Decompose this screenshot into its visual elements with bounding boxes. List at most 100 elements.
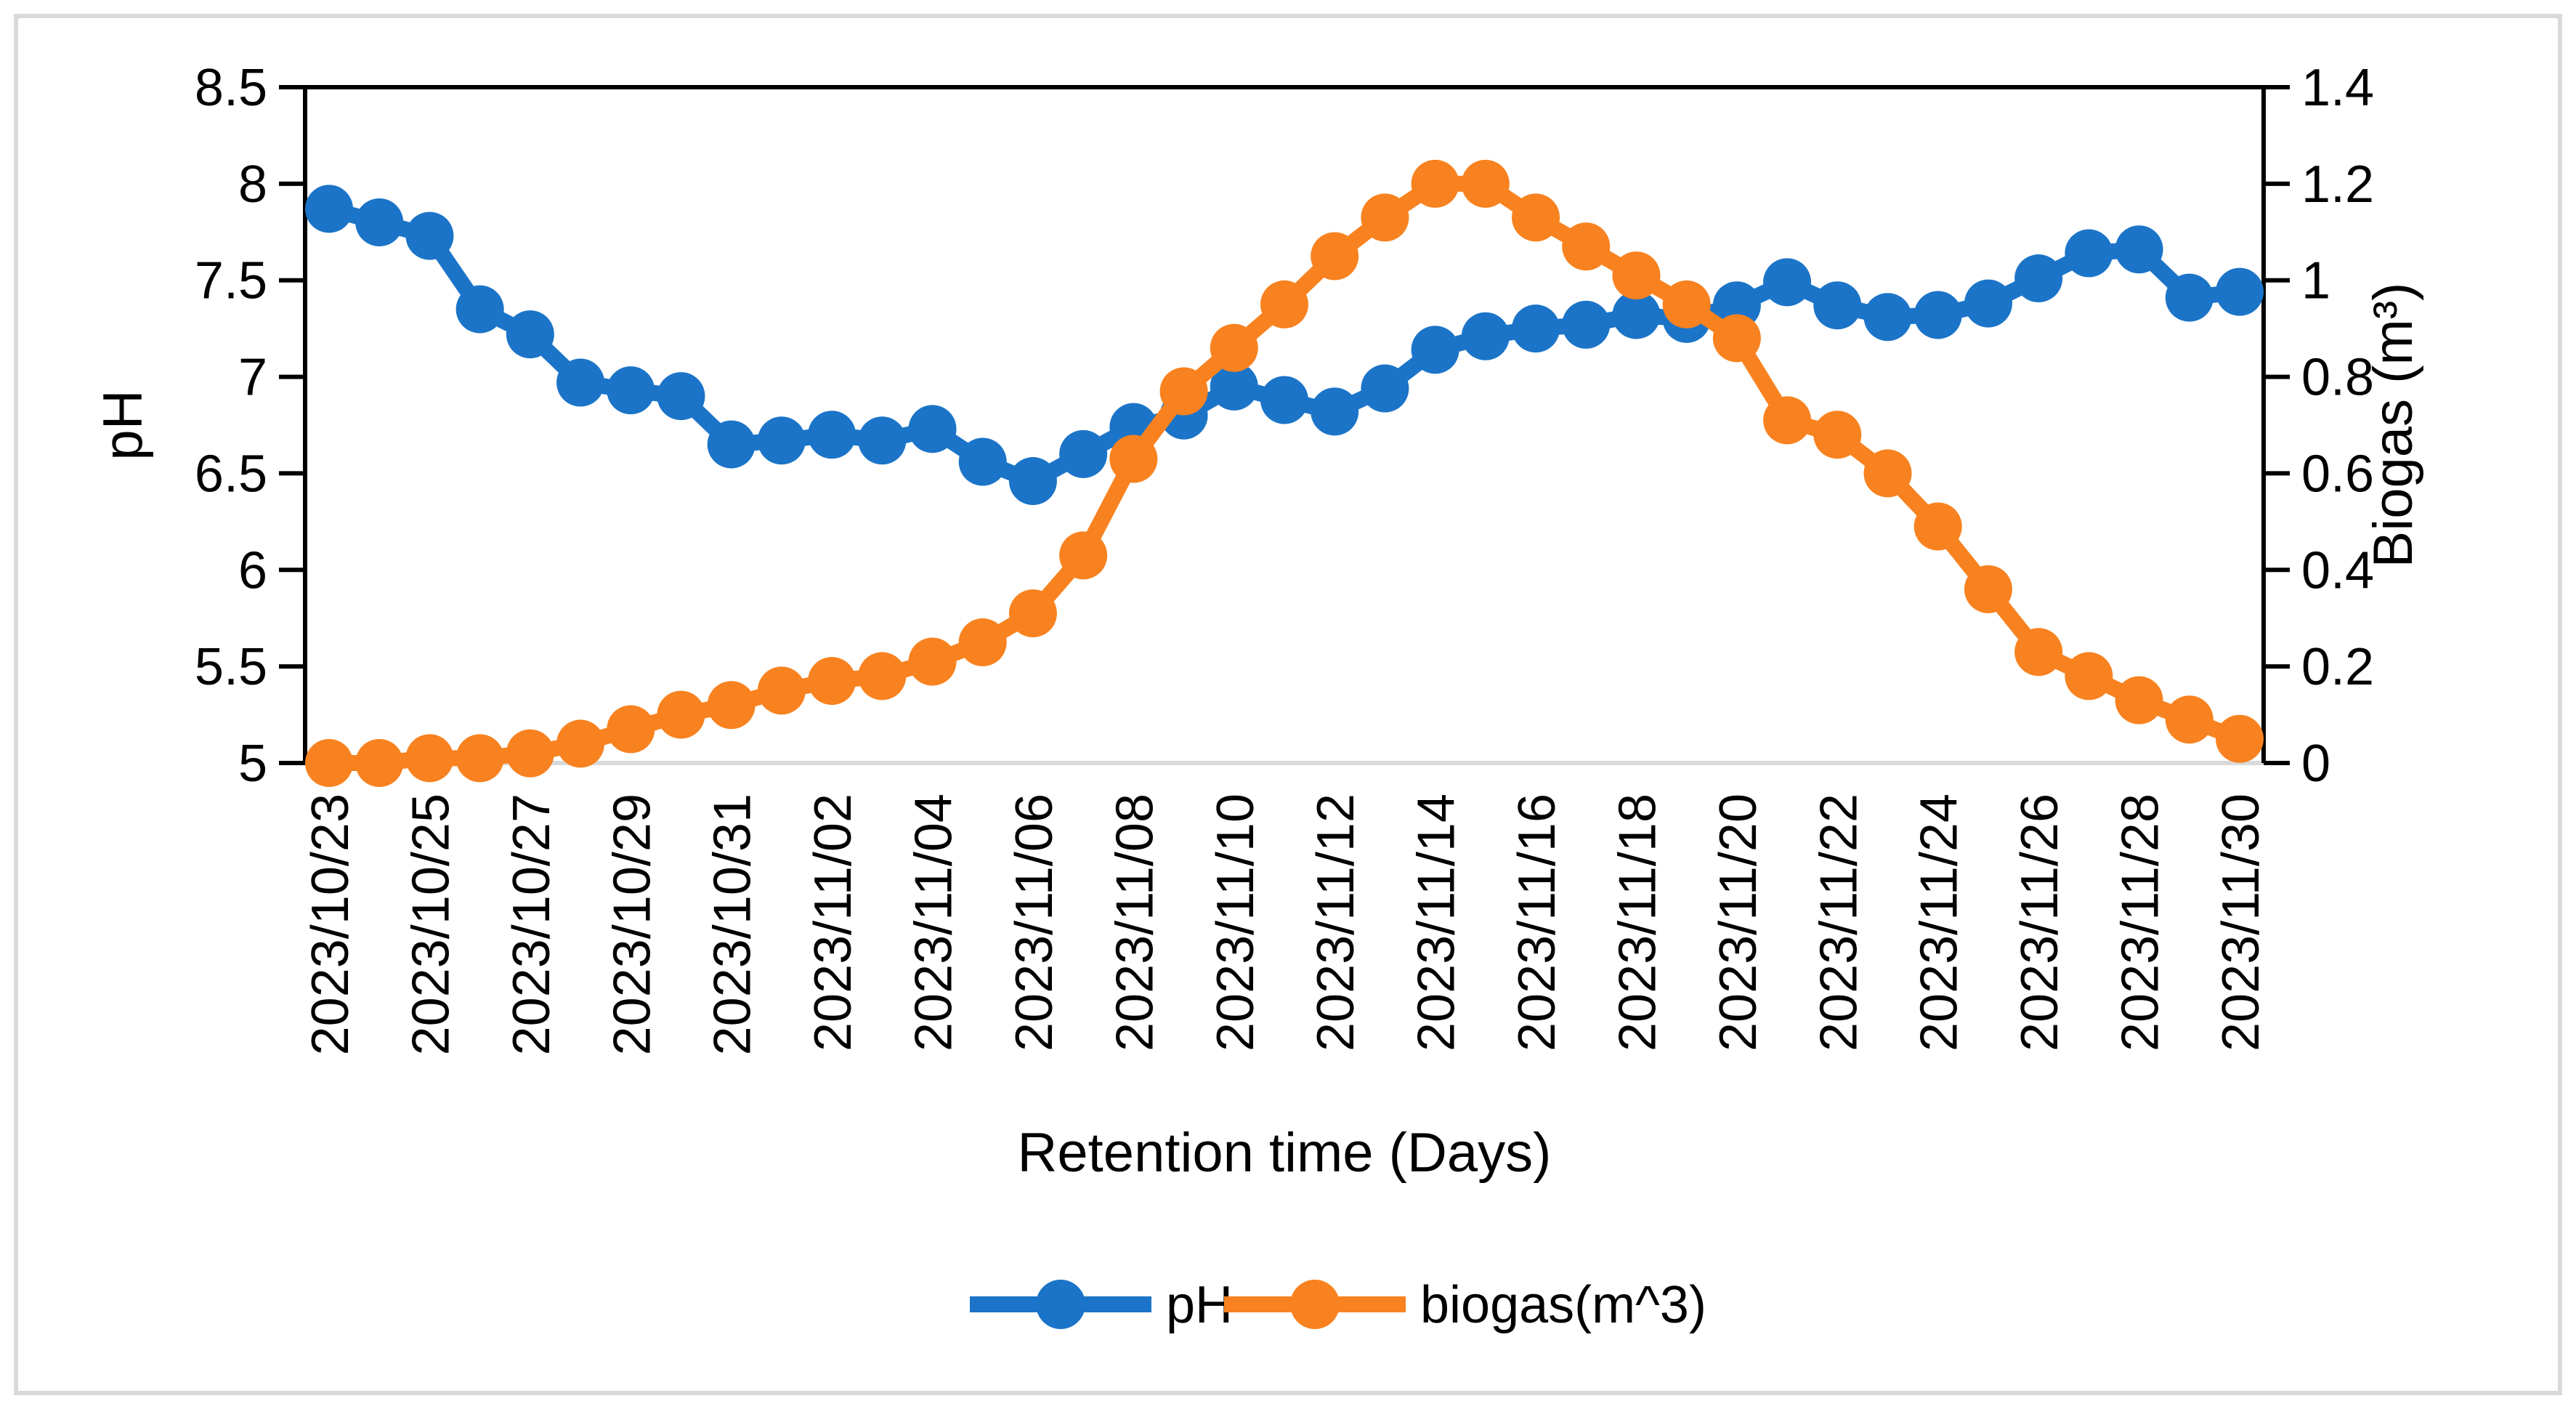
biogas-m-3-series-point xyxy=(556,719,605,768)
biogas-m-3-series-point xyxy=(1260,280,1308,328)
x-tick-label: 2023/11/14 xyxy=(1408,794,1466,1051)
ph-series-point xyxy=(2165,273,2214,322)
ph-series-point xyxy=(1763,258,1812,307)
y-left-tick-label: 7 xyxy=(238,349,267,407)
biogas-m-3-series-point xyxy=(2165,695,2214,744)
ph-series-point xyxy=(506,310,554,359)
biogas-m-3-series-point xyxy=(1964,565,2012,613)
biogas-m-3-series-point xyxy=(1913,502,1962,551)
biogas-m-3-series-point xyxy=(1512,193,1560,242)
biogas-m-3-series-point xyxy=(1109,435,1158,483)
ph-series-point xyxy=(355,198,404,246)
biogas-m-3-series-point xyxy=(2216,714,2264,763)
legend-item-ph: pH xyxy=(970,1276,1233,1334)
biogas-m-3-series-point xyxy=(1461,159,1510,208)
biogas-m-3-series-point xyxy=(305,739,353,787)
ph-series-point xyxy=(1964,279,2012,328)
x-tick-label: 2023/10/25 xyxy=(402,794,460,1055)
ph-series-point xyxy=(607,366,655,415)
x-tick-label: 2023/10/31 xyxy=(704,794,762,1055)
ph-series-point xyxy=(1361,364,1409,413)
y-right-tick-label: 0.8 xyxy=(2301,349,2374,407)
x-tick-label: 2023/11/02 xyxy=(804,794,862,1051)
right-axis-title: Biogas (m³) xyxy=(2362,283,2424,568)
y-left-tick-label: 8.5 xyxy=(195,59,267,117)
legend-marker xyxy=(1036,1280,1085,1329)
biogas-m-3-series-point xyxy=(908,637,957,686)
x-tick-label: 2023/11/16 xyxy=(1508,794,1566,1051)
ph-series-point xyxy=(1059,429,1108,478)
ph-series-point xyxy=(1008,457,1057,506)
biogas-m-3-series-point xyxy=(607,705,655,754)
y-right-tick-label: 0 xyxy=(2301,735,2330,793)
ph-series-point xyxy=(2216,267,2264,316)
x-axis-title: Retention time (Days) xyxy=(1018,1122,1552,1184)
y-right-tick-label: 0.4 xyxy=(2301,541,2374,599)
biogas-m-3-series-point xyxy=(808,657,856,706)
ph-series-point xyxy=(1913,291,1962,339)
ph-series-line xyxy=(321,201,2248,490)
biogas-m-3-series-point xyxy=(657,690,705,739)
ph-series-point xyxy=(2065,229,2113,278)
biogas-m-3-series-point xyxy=(1662,280,1711,328)
ph-series-point xyxy=(1863,293,1912,342)
biogas-m-3-series-point xyxy=(1159,367,1208,416)
y-left-tick-label: 8 xyxy=(238,156,267,214)
y-left-tick-label: 5.5 xyxy=(195,638,267,696)
biogas-m-3-series-point xyxy=(1612,251,1661,300)
biogas-m-3-series-point xyxy=(958,618,1007,666)
x-tick-label: 2023/11/06 xyxy=(1005,794,1064,1051)
x-tick-label: 2023/11/08 xyxy=(1106,794,1164,1051)
x-tick-label: 2023/11/20 xyxy=(1709,794,1767,1051)
biogas-m-3-series-line xyxy=(321,175,2248,771)
biogas-m-3-series-point xyxy=(2115,676,2163,724)
x-tick-label: 2023/11/18 xyxy=(1608,794,1666,1051)
biogas-m-3-series-point xyxy=(2065,652,2113,701)
legend: pH biogas(m^3) xyxy=(970,1276,1706,1334)
ph-series-point xyxy=(1210,362,1258,411)
biogas-m-3-series-point xyxy=(2014,628,2063,677)
y-right-tick-label: 0.6 xyxy=(2301,445,2374,503)
biogas-m-3-series-point xyxy=(1411,159,1459,208)
ph-series-point xyxy=(405,211,454,260)
x-tick-label: 2023/11/10 xyxy=(1207,794,1265,1051)
biogas-m-3-series-point xyxy=(757,666,806,715)
y-left-tick-label: 6.5 xyxy=(195,445,267,503)
ph-series-point xyxy=(1562,300,1611,349)
ph-series-point xyxy=(455,285,504,334)
biogas-m-3-series-point xyxy=(1863,449,1912,498)
biogas-m-3-series-point xyxy=(1361,193,1409,242)
x-tick-label: 2023/10/29 xyxy=(603,794,661,1055)
biogas-m-3-series-point xyxy=(1562,222,1611,271)
legend-item-biogas-m-3: biogas(m^3) xyxy=(1224,1276,1706,1334)
ph-series-point xyxy=(1512,304,1560,353)
y-left-tick-label: 6 xyxy=(238,541,267,599)
ph-series-point xyxy=(1311,387,1359,436)
x-tick-label: 2023/11/24 xyxy=(1911,794,1969,1051)
biogas-m-3-series-point xyxy=(1763,396,1812,445)
ph-series-point xyxy=(1813,281,1862,330)
biogas-m-3-series-point xyxy=(1210,323,1258,372)
ph-series-point xyxy=(858,416,907,465)
ph-series-point xyxy=(1612,291,1661,339)
biogas-m-3-series-point xyxy=(1059,531,1108,580)
x-tick-label: 2023/10/27 xyxy=(503,794,561,1055)
x-tick-label: 2023/11/26 xyxy=(2011,794,2069,1051)
biogas-m-3-series-point xyxy=(405,734,454,783)
biogas-m-3-series-point xyxy=(707,681,756,730)
x-tick-label: 2023/10/23 xyxy=(301,794,360,1055)
biogas-m-3-series-point xyxy=(1813,411,1862,459)
y-left-tick-label: 5 xyxy=(238,735,267,793)
ph-series-point xyxy=(305,185,353,233)
ph-series-point xyxy=(2115,225,2163,274)
ph-series-point xyxy=(757,416,806,465)
ph-series-point xyxy=(958,437,1007,486)
ph-series-point xyxy=(808,411,856,459)
y-left-tick-label: 7.5 xyxy=(195,252,267,310)
biogas-m-3-series-point xyxy=(1311,232,1359,280)
x-tick-label: 2023/11/30 xyxy=(2212,794,2270,1051)
legend-marker xyxy=(1290,1280,1340,1329)
y-right-tick-label: 1.2 xyxy=(2301,156,2374,214)
